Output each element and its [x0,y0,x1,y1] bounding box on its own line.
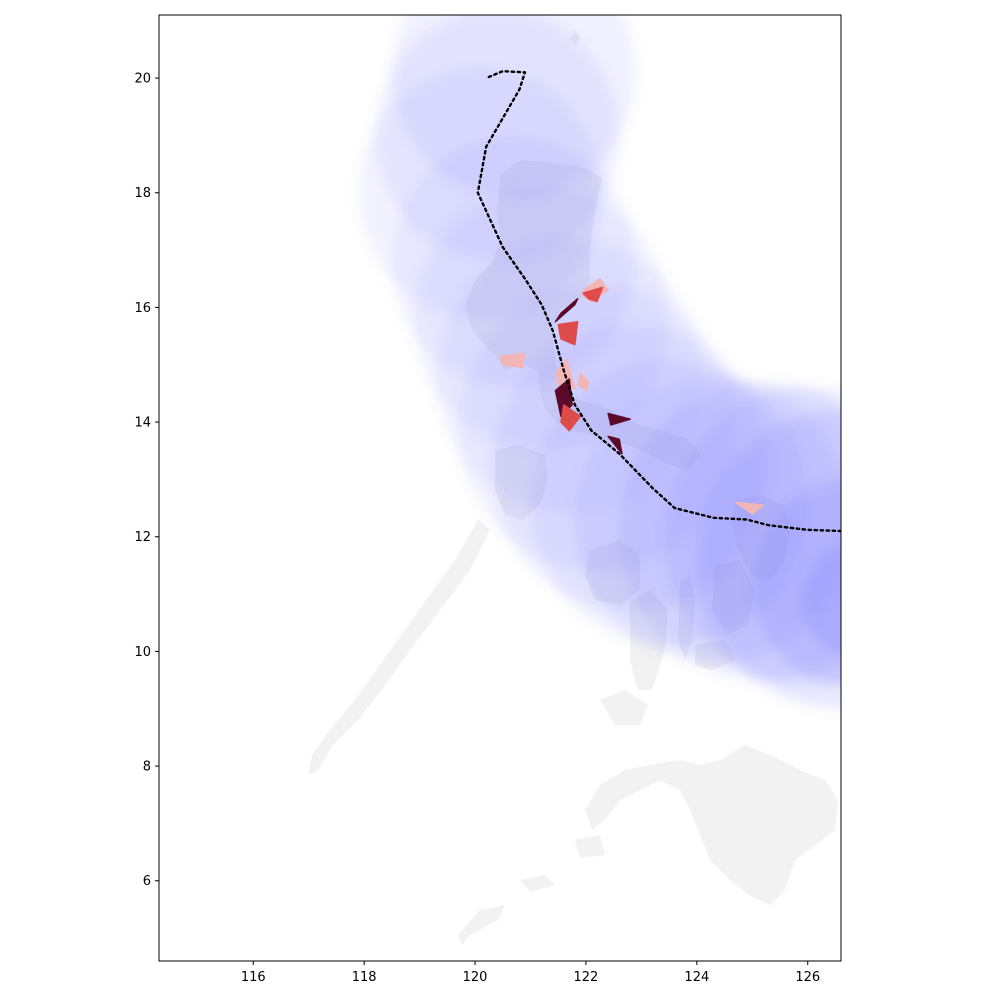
damage-regions-layer [499,277,765,515]
y-axis: 6 8 10 12 14 16 18 20 [134,72,159,889]
land-basilan [458,905,505,945]
land-mindanao [585,745,838,905]
damage-region-low [576,372,590,392]
wind-field-layer [358,15,841,709]
y-tick-label: 12 [134,530,151,545]
land-palawan [308,520,490,775]
x-tick-label: 118 [352,970,377,985]
x-tick-label: 124 [684,970,709,985]
x-tick-label: 120 [463,970,488,985]
axes-frame [158,14,842,962]
y-tick-label: 10 [134,645,151,660]
x-tick-label: 126 [795,970,820,985]
damage-region-high [607,435,623,455]
damage-region-mid [560,404,582,432]
y-tick-label: 16 [134,301,151,316]
x-tick-label: 122 [574,970,599,985]
x-tick-label: 116 [241,970,266,985]
wind-field-circle [802,545,841,655]
damage-region-mid [557,320,579,346]
y-tick-label: 14 [134,416,151,431]
storm-track [476,69,841,533]
damage-region-mid [582,286,604,303]
damage-region-high [554,298,579,323]
y-tick-label: 6 [143,874,151,889]
y-tick-label: 18 [134,186,151,201]
x-axis: 116 118 120 122 124 126 [241,961,820,985]
y-tick-label: 20 [134,72,151,87]
damage-region-low [734,501,765,515]
land-bicol-island [600,690,648,725]
y-tick-label: 8 [143,760,151,775]
land-sulu [520,875,555,892]
damage-region-high [607,412,632,426]
damage-region-low [499,352,526,369]
land-zamboanga [575,835,605,858]
plot-area [159,15,841,961]
